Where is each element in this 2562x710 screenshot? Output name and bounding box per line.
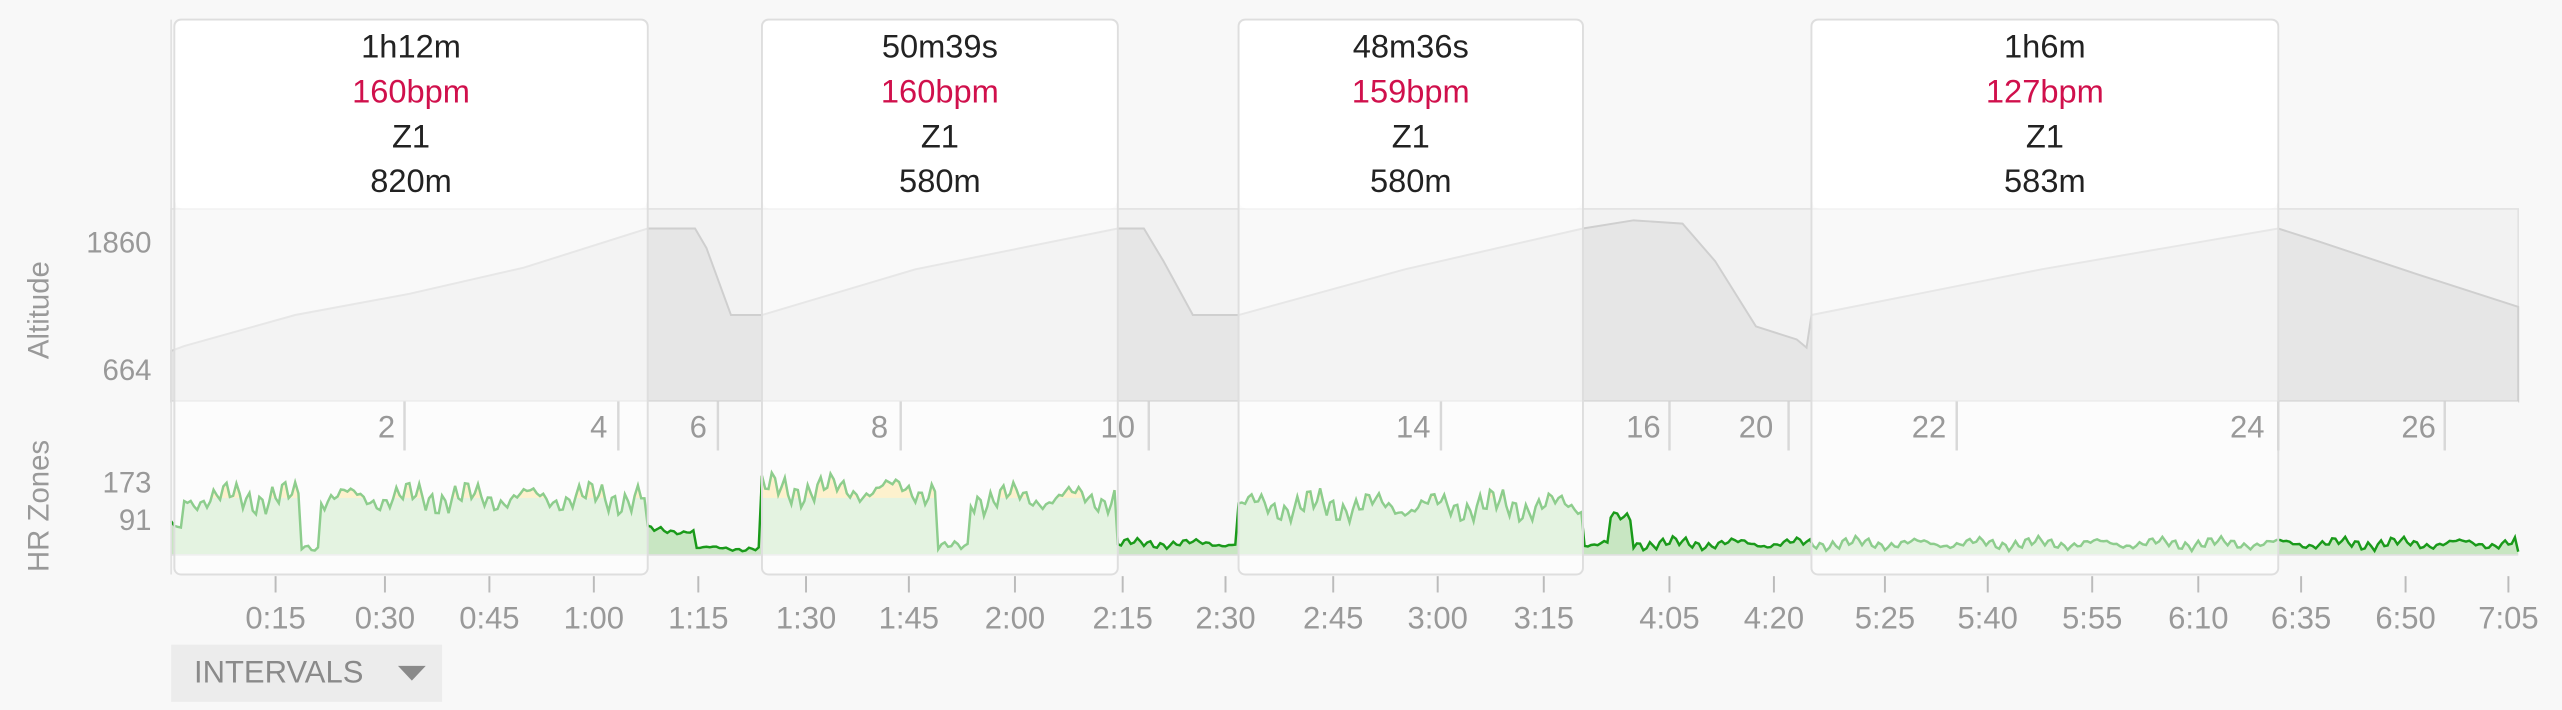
interval-duration: 1h12m — [361, 28, 461, 65]
interval-zone: Z1 — [921, 117, 959, 154]
interval-number: 22 — [1912, 409, 1946, 444]
time-tick-label: 2:30 — [1195, 600, 1255, 635]
interval-distance: 580m — [899, 162, 981, 199]
hr-axis-label: HR Zones — [22, 440, 55, 572]
time-tick-label: 6:10 — [2168, 600, 2228, 635]
hr-tick-label: 91 — [119, 504, 152, 537]
intervals-button-label[interactable]: INTERVALS — [194, 654, 363, 689]
interval-number: 20 — [1739, 409, 1773, 444]
interval-card-header — [762, 20, 1117, 209]
interval-heart-rate: 127bpm — [1986, 72, 2104, 109]
interval-heart-rate: 159bpm — [1352, 72, 1470, 109]
interval-zone: Z1 — [1392, 117, 1430, 154]
time-tick-label: 1:15 — [668, 600, 728, 635]
time-tick-label: 4:05 — [1639, 600, 1699, 635]
time-tick-label: 7:05 — [2478, 600, 2538, 635]
time-tick-label: 2:00 — [985, 600, 1045, 635]
interval-distance: 820m — [370, 162, 452, 199]
hr-tick-label: 173 — [103, 467, 152, 500]
time-tick-label: 2:45 — [1303, 600, 1363, 635]
interval-number: 26 — [2401, 409, 2435, 444]
time-tick-label: 1:30 — [776, 600, 836, 635]
interval-number: 4 — [590, 409, 607, 444]
interval-number: 2 — [378, 409, 395, 444]
interval-cards: 1h12m 160bpm Z1 820m 50m39s 160bpm Z1 580m 48m36… — [173, 18, 2280, 576]
time-tick-label: 3:15 — [1514, 600, 1574, 635]
interval-distance: 583m — [2004, 162, 2086, 199]
time-tick-label: 0:15 — [245, 600, 305, 635]
interval-number: 14 — [1396, 409, 1430, 444]
interval-zone: Z1 — [2026, 117, 2064, 154]
interval-number: 10 — [1101, 409, 1135, 444]
time-tick-label: 4:20 — [1744, 600, 1804, 635]
time-tick-label: 1:00 — [564, 600, 624, 635]
interval-number: 6 — [690, 409, 707, 444]
time-tick-label: 5:25 — [1855, 600, 1915, 635]
time-tick-label: 2:15 — [1093, 600, 1153, 635]
time-tick-label: 6:50 — [2375, 600, 2435, 635]
time-tick-label: 5:40 — [1958, 600, 2018, 635]
time-tick-label: 5:55 — [2062, 600, 2122, 635]
interval-card-header — [1239, 20, 1582, 209]
time-tick-label: 0:45 — [459, 600, 519, 635]
intervals-button[interactable] — [171, 644, 443, 702]
time-tick-label: 1:45 — [879, 600, 939, 635]
interval-heart-rate: 160bpm — [881, 72, 999, 109]
interval-duration: 1h6m — [2004, 28, 2086, 65]
interval-zone: Z1 — [392, 117, 430, 154]
altitude-tick-label: 664 — [103, 354, 152, 387]
dropdown-arrow[interactable] — [397, 665, 426, 681]
time-tick-label: 0:30 — [355, 600, 415, 635]
interval-number: 24 — [2230, 409, 2264, 444]
interval-number: 8 — [871, 409, 888, 444]
interval-number: 16 — [1626, 409, 1660, 444]
time-tick-label: 3:00 — [1408, 600, 1468, 635]
altitude-tick-label: 1860 — [86, 227, 151, 260]
interval-duration: 50m39s — [882, 28, 998, 65]
interval-card-header — [1812, 20, 2278, 209]
interval-distance: 580m — [1370, 162, 1452, 199]
time-tick-label: 6:35 — [2271, 600, 2331, 635]
interval-card-header — [175, 20, 647, 209]
interval-heart-rate: 160bpm — [352, 72, 470, 109]
interval-duration: 48m36s — [1353, 28, 1469, 65]
altitude-axis-label: Altitude — [22, 261, 55, 359]
